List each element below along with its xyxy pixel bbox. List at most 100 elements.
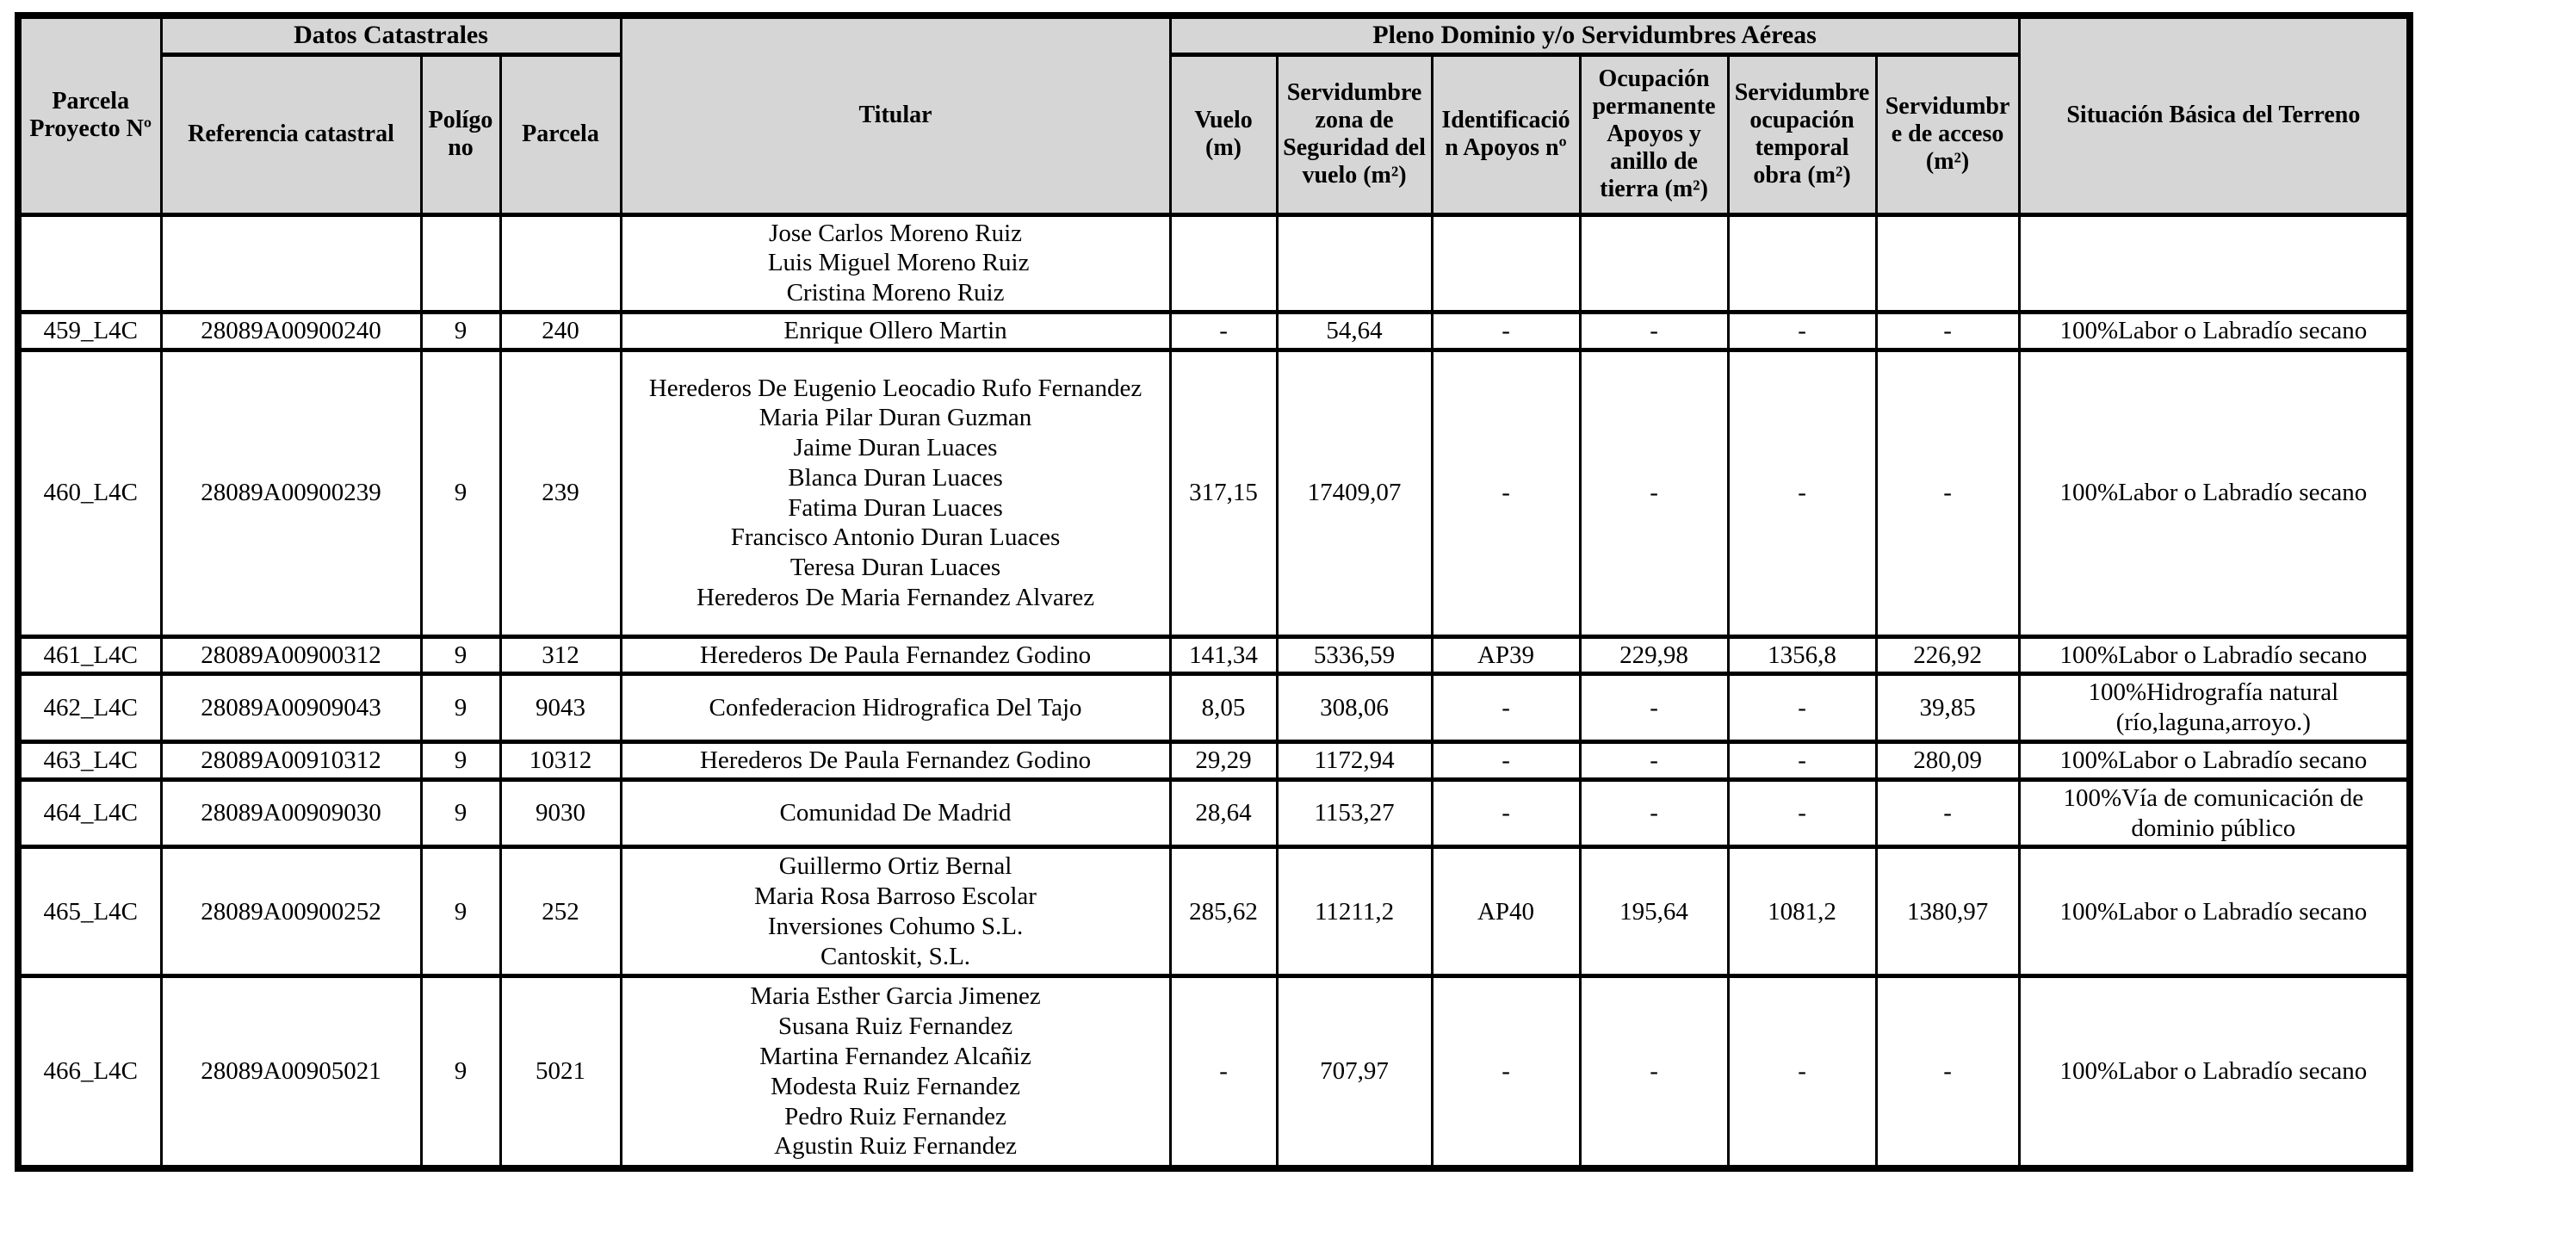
cell-poligono: 9 (419, 740, 502, 782)
cell-parcela: 10312 (498, 740, 622, 782)
cell-serv-ocupacion-temporal (1726, 212, 1878, 314)
cell-serv-acceso: 1380,97 (1874, 845, 2021, 979)
col-header-vuelo: Vuelo (m) (1168, 52, 1279, 217)
col-header-situacion-basica: Situación Básica del Terreno (2017, 13, 2412, 217)
cell-identificacion-apoyos: - (1430, 672, 1582, 745)
cell-vuelo: 317,15 (1168, 347, 1279, 639)
cell-serv-ocupacion-temporal: 1081,2 (1726, 845, 1878, 979)
cell-serv-zona-seguridad: 17409,07 (1275, 347, 1434, 639)
cell-serv-ocupacion-temporal: - (1726, 309, 1878, 352)
cell-parcela: 5021 (498, 974, 622, 1171)
cell-serv-zona-seguridad: 1172,94 (1275, 740, 1434, 782)
cell-situacion-basica: 100%Labor o Labradío secano (2017, 845, 2412, 979)
cell-vuelo: 285,62 (1168, 845, 1279, 979)
cell-identificacion-apoyos: AP39 (1430, 634, 1582, 677)
cell-parcela: 9043 (498, 672, 622, 745)
cell-parcela: 240 (498, 309, 622, 352)
col-header-serv-acceso: Servidumbre de acceso (m²) (1874, 52, 2021, 217)
table-row: 466_L4C 28089A00905021 9 5021 Maria Esther G… (16, 974, 2412, 1171)
cell-poligono: 9 (419, 634, 502, 677)
cell-identificacion-apoyos (1430, 212, 1582, 314)
cell-titular: Guillermo Ortiz Bernal Maria Rosa Barros… (619, 845, 1172, 979)
cell-parcela-proyecto (16, 212, 163, 314)
col-header-parcela-proyecto: Parcela Proyecto Nº (16, 13, 163, 217)
cell-poligono: 9 (419, 672, 502, 745)
cell-titular: Herederos De Eugenio Leocadio Rufo Ferna… (619, 347, 1172, 639)
cell-serv-zona-seguridad: 308,06 (1275, 672, 1434, 745)
col-header-poligono: Polígono (419, 52, 502, 217)
group-header-pleno-dominio: Pleno Dominio y/o Servidumbres Aéreas (1168, 13, 2021, 57)
cell-titular: Confederacion Hidrografica Del Tajo (619, 672, 1172, 745)
header-group-row: Parcela Proyecto Nº Datos Catastrales Ti… (16, 13, 2412, 217)
cell-situacion-basica: 100%Labor o Labradío secano (2017, 347, 2412, 639)
cell-poligono: 9 (419, 347, 502, 639)
col-header-parcela: Parcela (498, 52, 622, 217)
cell-serv-acceso: - (1874, 309, 2021, 352)
col-header-ocupacion-permanente: Ocupación permanente Apoyos y anillo de … (1578, 52, 1730, 217)
cell-ocupacion-permanente (1578, 212, 1730, 314)
cell-ocupacion-permanente: 229,98 (1578, 634, 1730, 677)
cell-titular: Herederos De Paula Fernandez Godino (619, 634, 1172, 677)
cell-parcela-proyecto: 462_L4C (16, 672, 163, 745)
col-header-serv-zona-seguridad: Servidumbre zona de Seguridad del vuelo … (1275, 52, 1434, 217)
cell-identificacion-apoyos: AP40 (1430, 845, 1582, 979)
cell-parcela-proyecto: 460_L4C (16, 347, 163, 639)
cell-referencia-catastral: 28089A00900239 (159, 347, 423, 639)
cell-poligono: 9 (419, 974, 502, 1171)
cell-poligono: 9 (419, 777, 502, 850)
cell-ocupacion-permanente: - (1578, 777, 1730, 850)
cell-parcela-proyecto: 463_L4C (16, 740, 163, 782)
table-body: Jose Carlos Moreno Ruiz Luis Miguel More… (16, 212, 2412, 1171)
table-row: 460_L4C 28089A00900239 9 239 Herederos De Eu… (16, 347, 2412, 639)
cell-situacion-basica: 100%Labor o Labradío secano (2017, 740, 2412, 782)
cell-ocupacion-permanente: - (1578, 309, 1730, 352)
cell-serv-ocupacion-temporal: 1356,8 (1726, 634, 1878, 677)
cell-parcela (498, 212, 622, 314)
cell-titular: Enrique Ollero Martin (619, 309, 1172, 352)
cell-identificacion-apoyos: - (1430, 347, 1582, 639)
cell-serv-acceso: - (1874, 347, 2021, 639)
cell-referencia-catastral: 28089A00909030 (159, 777, 423, 850)
cell-serv-acceso: 226,92 (1874, 634, 2021, 677)
cell-serv-acceso: 280,09 (1874, 740, 2021, 782)
cell-serv-acceso: - (1874, 974, 2021, 1171)
cell-vuelo: 141,34 (1168, 634, 1279, 677)
col-header-serv-ocupacion-temporal: Servidumbre ocupación temporal obra (m²) (1726, 52, 1878, 217)
table-row: 464_L4C 28089A00909030 9 9030 Comunidad De M… (16, 777, 2412, 850)
header-sub-row: Referencia catastral Polígono Parcela Vu… (18, 52, 2410, 217)
cell-serv-zona-seguridad: 54,64 (1275, 309, 1434, 352)
table-row: 459_L4C 28089A00900240 9 240 Enrique Ollero … (16, 309, 2412, 352)
table-row: 461_L4C 28089A00900312 9 312 Herederos De Pa… (16, 634, 2412, 677)
cell-serv-ocupacion-temporal: - (1726, 974, 1878, 1171)
cell-referencia-catastral (159, 212, 423, 314)
cell-referencia-catastral: 28089A00905021 (159, 974, 423, 1171)
cell-referencia-catastral: 28089A00910312 (159, 740, 423, 782)
cell-ocupacion-permanente: 195,64 (1578, 845, 1730, 979)
cell-identificacion-apoyos: - (1430, 777, 1582, 850)
cell-vuelo: 28,64 (1168, 777, 1279, 850)
cell-poligono (419, 212, 502, 314)
cell-serv-ocupacion-temporal: - (1726, 777, 1878, 850)
cell-parcela-proyecto: 466_L4C (16, 974, 163, 1171)
cell-identificacion-apoyos: - (1430, 740, 1582, 782)
cell-identificacion-apoyos: - (1430, 309, 1582, 352)
group-header-datos-catastrales: Datos Catastrales (159, 13, 622, 57)
col-header-titular: Titular (619, 13, 1172, 217)
cell-serv-zona-seguridad (1275, 212, 1434, 314)
table-row: 463_L4C 28089A00910312 9 10312 Herederos De … (16, 740, 2412, 782)
cell-serv-acceso (1874, 212, 2021, 314)
cell-referencia-catastral: 28089A00900240 (159, 309, 423, 352)
cell-vuelo (1168, 212, 1279, 314)
cell-ocupacion-permanente: - (1578, 740, 1730, 782)
cell-serv-zona-seguridad: 707,97 (1275, 974, 1434, 1171)
cell-situacion-basica (2017, 212, 2412, 314)
cell-serv-ocupacion-temporal: - (1726, 347, 1878, 639)
cell-titular: Comunidad De Madrid (619, 777, 1172, 850)
cell-situacion-basica: 100%Labor o Labradío secano (2017, 974, 2412, 1171)
table-row: Jose Carlos Moreno Ruiz Luis Miguel More… (16, 212, 2412, 314)
cell-parcela: 252 (498, 845, 622, 979)
cell-vuelo: 8,05 (1168, 672, 1279, 745)
cell-vuelo: - (1168, 974, 1279, 1171)
table-row: 465_L4C 28089A00900252 9 252 Guillermo Ortiz… (16, 845, 2412, 979)
